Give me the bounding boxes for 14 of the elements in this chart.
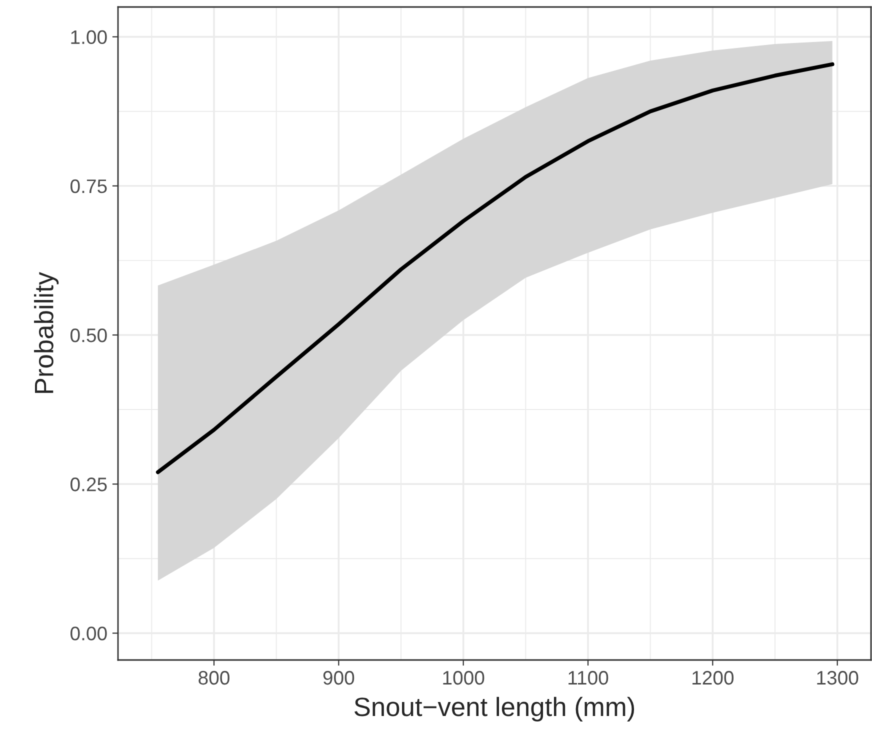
x-tick-label: 900 [323,670,354,685]
y-tick-label: 0.25 [70,478,107,492]
x-tick-label: 1000 [443,670,484,685]
y-tick-label: 0.00 [70,626,107,640]
x-tick-label: 1200 [692,670,734,685]
y-tick-label: 0.50 [70,328,107,342]
line-series [156,62,834,474]
y-axis-title: Probability [34,272,59,393]
x-tick-label: 1300 [817,670,858,685]
y-tick-label: 0.75 [70,179,107,194]
y-tick-label: 1.00 [71,30,107,44]
x-axis-title: Snout−vent length (mm) [354,696,634,722]
x-tick-label: 1100 [568,670,608,685]
x-tick-label: 800 [198,670,230,685]
